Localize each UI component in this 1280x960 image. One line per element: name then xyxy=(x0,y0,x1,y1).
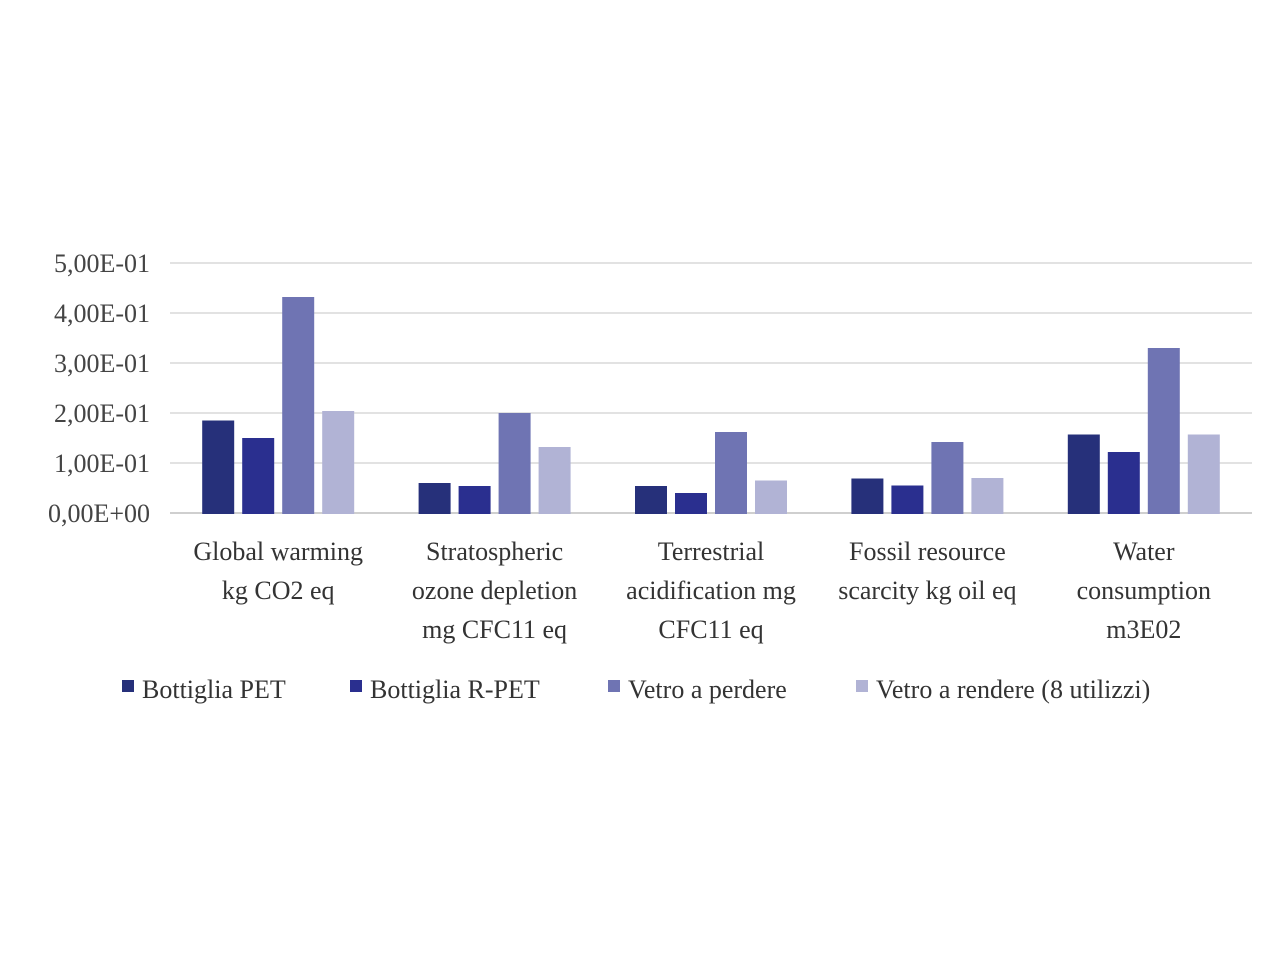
y-tick-label: 0,00E+00 xyxy=(48,499,150,528)
legend-swatch xyxy=(608,680,620,692)
x-category-label: ozone depletion xyxy=(412,576,577,605)
bar xyxy=(931,442,964,514)
legend-swatch xyxy=(856,680,868,692)
bar xyxy=(715,432,747,514)
x-category-label: CFC11 eq xyxy=(658,615,763,644)
bars xyxy=(202,297,1220,514)
bar xyxy=(282,297,315,514)
bar xyxy=(458,486,491,514)
x-category-label: acidification mg xyxy=(626,576,796,605)
x-category-label: m3E02 xyxy=(1106,615,1181,644)
legend-item: Bottiglia R-PET xyxy=(350,675,540,704)
legend: Bottiglia PET Bottiglia R-PET Vetro a perd… xyxy=(122,675,1150,704)
y-axis-ticks: 0,00E+00 1,00E-01 2,00E-01 3,00E-01 4,00E-01… xyxy=(48,249,150,528)
bar xyxy=(538,447,571,514)
bar xyxy=(1107,452,1140,514)
bar xyxy=(971,478,1004,514)
x-category-label: Fossil resource xyxy=(849,537,1006,566)
legend-swatch xyxy=(122,680,134,692)
bar xyxy=(635,486,667,514)
bar xyxy=(202,420,235,514)
legend-label: Vetro a rendere (8 utilizzi) xyxy=(876,675,1150,704)
legend-label: Vetro a perdere xyxy=(628,675,787,704)
legend-label: Bottiglia PET xyxy=(142,675,286,704)
legend-item: Vetro a perdere xyxy=(608,675,787,704)
bar xyxy=(755,480,787,514)
x-category-label: scarcity kg oil eq xyxy=(838,576,1016,605)
bar xyxy=(242,438,275,514)
legend-item: Bottiglia PET xyxy=(122,675,286,704)
bar xyxy=(1147,348,1180,514)
legend-swatch xyxy=(350,680,362,692)
bar xyxy=(851,478,884,514)
y-tick-label: 3,00E-01 xyxy=(54,349,150,378)
bar xyxy=(891,485,924,514)
legend-item: Vetro a rendere (8 utilizzi) xyxy=(856,675,1150,704)
bar xyxy=(498,413,531,514)
y-tick-label: 4,00E-01 xyxy=(54,299,150,328)
x-axis-categories: Global warming kg CO2 eq Stratospheric ozon… xyxy=(193,537,1211,644)
bar xyxy=(418,483,451,514)
x-category-label: mg CFC11 eq xyxy=(422,615,567,644)
x-category-label: Global warming xyxy=(193,537,363,566)
x-category-label: kg CO2 eq xyxy=(222,576,335,605)
legend-label: Bottiglia R-PET xyxy=(370,675,540,704)
x-category-label: Water xyxy=(1113,537,1175,566)
x-category-label: Stratospheric xyxy=(426,537,563,566)
bar xyxy=(1187,434,1220,514)
bar xyxy=(322,411,355,514)
bar xyxy=(1067,434,1100,514)
y-tick-label: 1,00E-01 xyxy=(54,449,150,478)
y-tick-label: 2,00E-01 xyxy=(54,399,150,428)
x-category-label: Terrestrial xyxy=(658,537,764,566)
y-tick-label: 5,00E-01 xyxy=(54,249,150,278)
x-category-label: consumption xyxy=(1077,576,1211,605)
bar xyxy=(675,493,707,514)
